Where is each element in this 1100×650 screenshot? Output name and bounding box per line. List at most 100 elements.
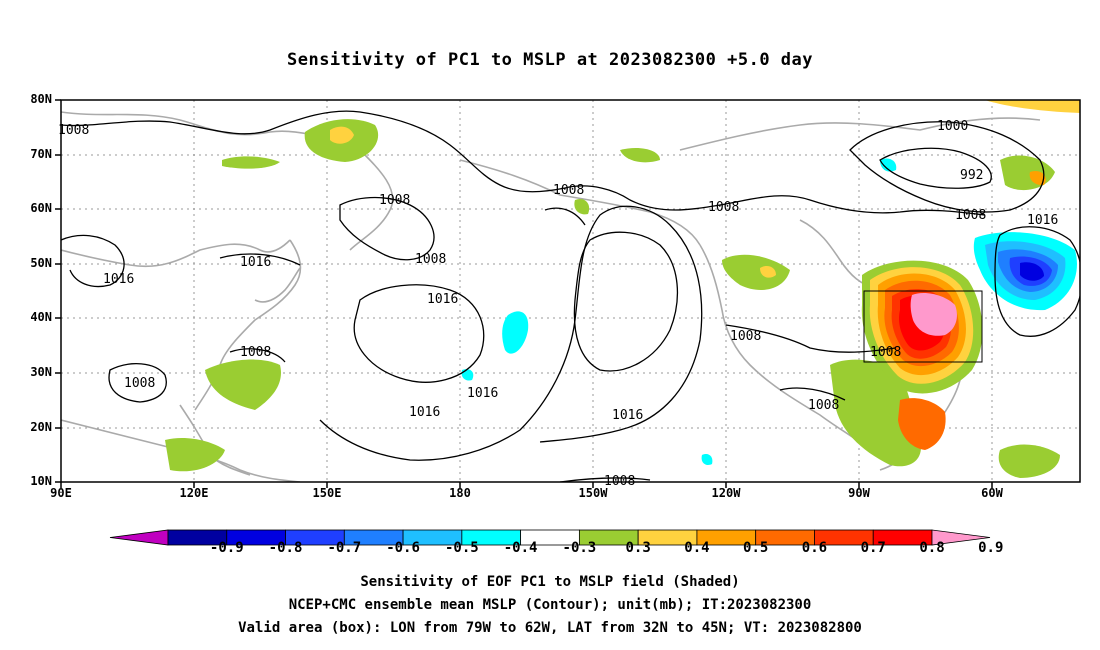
contour-1008-arctic-east [564, 185, 986, 216]
colorbar-label: 0.4 [684, 540, 710, 556]
mslp-contours [61, 110, 1080, 482]
coast-alaska [459, 159, 701, 246]
lat-label: 30N [30, 365, 52, 379]
contour-label: 1008 [415, 252, 446, 267]
map-title: Sensitivity of PC1 to MSLP at 2023082300… [286, 50, 813, 70]
lat-label: 10N [30, 474, 52, 488]
colorbar [109, 529, 991, 546]
colorbar-label: 0.3 [625, 540, 651, 556]
coast-east-asia-north [61, 239, 291, 268]
contour-label: 1008 [58, 123, 89, 138]
lon-label: 120W [711, 486, 741, 500]
caption-line-2: NCEP+CMC ensemble mean MSLP (Contour); u… [288, 597, 812, 613]
map-gridlines [61, 100, 1080, 482]
shade-southeast-orange [898, 398, 946, 450]
lon-label: 60W [981, 486, 1003, 500]
lat-label: 50N [30, 256, 52, 270]
contour-label: 1008 [955, 208, 986, 223]
coast-west-america [699, 244, 876, 456]
contour-label: 1008 [379, 193, 410, 208]
lon-label: 90W [848, 486, 870, 500]
contour-1016-npac-high [319, 205, 703, 461]
shade-npac-cyan [502, 311, 529, 354]
contour-label: 1016 [409, 405, 440, 420]
contour-label: 1008 [870, 345, 901, 360]
lon-label: 150E [312, 486, 342, 500]
lon-label: 150W [578, 486, 608, 500]
map-frame [60, 99, 1081, 483]
contour-label: 1000 [937, 119, 968, 134]
contour-1016-npac-inner [573, 231, 679, 372]
contour-labels: 1008 1016 1008 1016 1008 1008 1016 1008 … [58, 119, 1058, 489]
colorbar-label: 0.7 [860, 540, 886, 556]
lat-label: 70N [30, 147, 52, 161]
coast-kamchatka [349, 149, 394, 251]
contour-1016-npac-west [353, 284, 485, 383]
contour-label: 1008 [808, 398, 839, 413]
contour-label: 1008 [730, 329, 761, 344]
contour-992-low [879, 147, 992, 189]
colorbar-label: -0.9 [209, 540, 244, 556]
shade-epac-cyan [701, 454, 713, 465]
lat-label: 80N [30, 92, 52, 106]
shade-okhotsk-green [222, 156, 280, 169]
lon-label: 180 [449, 486, 471, 500]
contour-label: 1008 [240, 345, 271, 360]
lat-label: 20N [30, 420, 52, 434]
contour-1008-alaska [544, 207, 586, 226]
shade-arctic-green [620, 148, 660, 163]
contour-1008-north-america [725, 324, 896, 353]
colorbar-label: 0.8 [919, 540, 945, 556]
colorbar-label: -0.8 [268, 540, 303, 556]
contour-label: 1016 [240, 255, 271, 270]
contour-1016-east-asia [219, 253, 301, 266]
contour-label: 1016 [103, 272, 134, 287]
contour-label: 992 [960, 168, 983, 183]
coast-japan [254, 267, 301, 303]
axis-ticks [55, 99, 993, 488]
contour-label: 1008 [553, 183, 584, 198]
contour-1008-south-asia [108, 363, 167, 403]
lat-label: 60N [30, 201, 52, 215]
colorbar-label: -0.6 [386, 540, 420, 556]
coast-arctic-canada [679, 117, 1041, 151]
valid-area-box [863, 290, 983, 363]
contour-label: 1016 [467, 386, 498, 401]
shade-arctic-cyan [880, 158, 897, 172]
contour-label: 1008 [708, 200, 739, 215]
shade-atlantic-south-green [998, 444, 1060, 478]
contour-1000-low [849, 121, 1045, 213]
caption-line-1: Sensitivity of EOF PC1 to MSLP field (Sh… [360, 574, 740, 590]
shade-west-canada-yellow [760, 266, 776, 278]
shade-greenland-green [1000, 155, 1055, 191]
contour-1016-west-asia [61, 234, 125, 288]
colorbar-arrow-right [931, 529, 991, 546]
caption-line-3: Valid area (box): LON from 79W to 62W, L… [238, 620, 862, 636]
shade-wpac-green-a [205, 359, 281, 410]
shade-alaska-green [574, 198, 590, 215]
shade-npac-cyan-small [461, 369, 474, 381]
contour-1008-tropics [559, 477, 651, 482]
colorbar-label: 0.6 [801, 540, 828, 556]
colorbar-label: -0.4 [503, 540, 538, 556]
colorbar-label: -0.7 [327, 540, 362, 556]
shade-atlantic-navy [1020, 262, 1044, 281]
contour-1016-atlantic-high [994, 226, 1080, 337]
contour-label: 1008 [124, 376, 155, 391]
colorbar-label: -0.5 [444, 540, 479, 556]
contour-label: 1016 [612, 408, 643, 423]
contour-1008-gulf [779, 387, 846, 401]
contour-label: 1016 [1027, 213, 1058, 228]
shade-wpac-green-b [165, 438, 225, 472]
shade-arctic-yellow [985, 100, 1080, 113]
lon-label: 120E [179, 486, 209, 500]
contour-1008-arctic [61, 110, 566, 193]
contour-1008-philippines [229, 348, 286, 363]
sensitivity-shading [165, 100, 1080, 478]
shade-west-canada-green [722, 254, 790, 290]
lat-label: 40N [30, 310, 52, 324]
colorbar-label: 0.9 [978, 540, 1004, 556]
shade-siberia-yellow [330, 126, 354, 144]
contour-1008-kamchatka [339, 196, 435, 261]
